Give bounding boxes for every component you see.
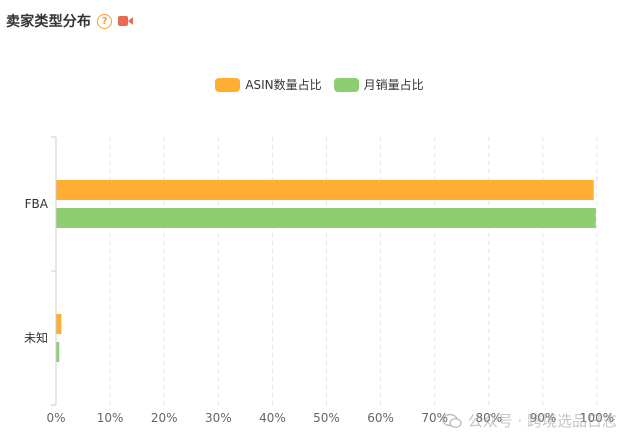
legend-swatch-asin — [215, 77, 241, 92]
legend-label-sales: 月销量占比 — [363, 78, 424, 92]
x-tick-label: 40% — [259, 411, 286, 425]
x-tick-label: 60% — [367, 411, 394, 425]
chart-legend: ASIN数量占比 月销量占比 — [0, 76, 639, 93]
x-tick-label: 50% — [313, 411, 340, 425]
video-camera-icon[interactable] — [118, 12, 134, 31]
bar-sales — [56, 342, 60, 362]
legend-item-asin[interactable]: ASIN数量占比 — [215, 76, 322, 93]
x-tick-label: 100% — [580, 411, 614, 425]
y-category-label: FBA — [25, 197, 49, 211]
wechat-icon — [441, 413, 462, 428]
x-tick-label: 20% — [151, 411, 178, 425]
legend-swatch-sales — [333, 77, 359, 92]
x-tick-label: 10% — [97, 411, 124, 425]
page-title: 卖家类型分布 — [6, 14, 92, 30]
x-tick-label: 30% — [205, 411, 232, 425]
watermark-text: 公众号 · 跨境选品日志 — [467, 412, 617, 430]
chart-header: 卖家类型分布 ? — [6, 11, 134, 31]
x-tick-label: 80% — [475, 411, 502, 425]
question-circle-icon[interactable]: ? — [97, 13, 113, 29]
watermark: 公众号 · 跨境选品日志 — [441, 410, 617, 431]
legend-label-asin: ASIN数量占比 — [245, 78, 322, 92]
y-category-label: 未知 — [24, 331, 48, 345]
x-tick-label: 90% — [530, 411, 557, 425]
x-tick-label: 0% — [46, 411, 65, 425]
bar-sales — [56, 208, 596, 228]
x-tick-label: 70% — [421, 411, 448, 425]
legend-item-sales[interactable]: 月销量占比 — [333, 76, 424, 93]
bar-asin — [56, 314, 62, 334]
bar-asin — [56, 180, 594, 200]
